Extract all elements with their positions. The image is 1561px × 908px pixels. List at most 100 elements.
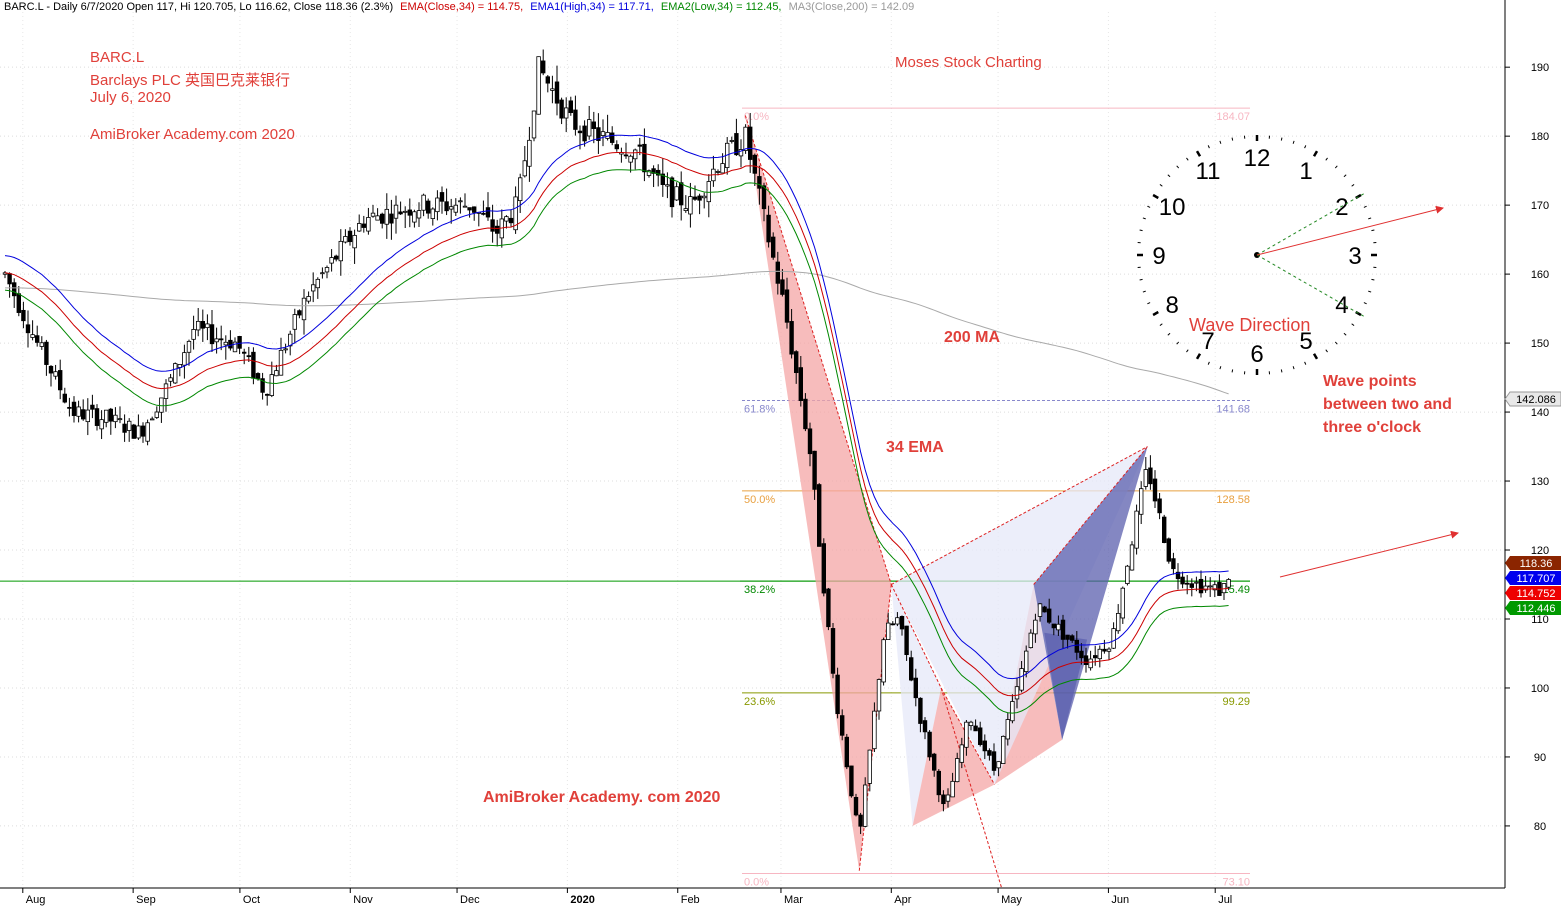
candle-down — [44, 341, 49, 365]
clock-tick — [1142, 290, 1146, 293]
candle-up — [99, 419, 104, 430]
clock-hand-4 — [1256, 254, 1366, 318]
candle-down — [642, 143, 647, 173]
candle-up — [448, 206, 454, 210]
candle-up — [30, 334, 35, 338]
candles — [2, 49, 1231, 835]
candle-down — [200, 321, 205, 329]
candle-down — [379, 213, 385, 224]
candle-down — [11, 282, 17, 297]
candle-up — [1134, 510, 1139, 549]
clock-tick — [1231, 137, 1234, 141]
wave-direction-label: Wave Direction — [1189, 315, 1311, 335]
candle-down — [1083, 655, 1089, 666]
fib-pct-label: 0.0% — [744, 111, 769, 123]
candle-up — [706, 181, 711, 203]
candle-down — [697, 195, 702, 201]
wave-points-line-1: Wave points — [1323, 373, 1417, 390]
clock-tick — [1280, 369, 1283, 373]
candle-down — [766, 214, 771, 243]
candle-down — [748, 126, 753, 160]
candle-up — [955, 758, 960, 783]
candle-up — [306, 296, 311, 302]
candle-down — [81, 409, 86, 420]
y-tick-label: 150 — [1531, 338, 1549, 350]
candle-down — [757, 176, 762, 189]
candle-down — [794, 351, 799, 374]
clock-tick — [1207, 145, 1210, 149]
candle-down — [131, 424, 136, 439]
pattern-leg — [744, 115, 892, 585]
candle-up — [1139, 488, 1144, 515]
candle-down — [982, 740, 987, 752]
candle-down — [927, 731, 932, 758]
candle-up — [950, 780, 955, 798]
candle-down — [1102, 648, 1107, 652]
candle-down — [817, 484, 822, 547]
candle-down — [545, 76, 550, 84]
candle-down — [494, 225, 500, 234]
clock-tick — [1219, 140, 1222, 144]
clock-tick — [1368, 290, 1372, 293]
clock-tick — [1219, 366, 1222, 370]
candle-down — [692, 196, 698, 200]
candle-down — [1051, 623, 1056, 629]
candle-up — [458, 200, 463, 203]
clock-tick — [1292, 366, 1295, 370]
candle-down — [904, 625, 909, 656]
candle-down — [596, 127, 601, 141]
candle-down — [637, 144, 642, 147]
x-tick-label: Aug — [26, 894, 46, 906]
clock-tick — [1176, 341, 1180, 345]
x-tick-label: Dec — [460, 894, 480, 906]
candle-up — [412, 211, 417, 223]
x-tick-label: Oct — [243, 894, 260, 906]
fib-pct-label: 50.0% — [744, 494, 775, 506]
candle-down — [991, 751, 997, 771]
x-tick-label: Nov — [353, 894, 373, 906]
candle-down — [830, 628, 836, 674]
clock-tick — [1159, 184, 1163, 187]
candle-up — [274, 370, 279, 377]
price-label-text: 112.446 — [1517, 603, 1556, 615]
candle-down — [237, 336, 242, 349]
candle-up — [168, 377, 173, 382]
candle-down — [821, 543, 826, 594]
candle-up — [375, 215, 380, 221]
candle-up — [996, 761, 1001, 769]
candle-up — [527, 139, 532, 167]
candle-up — [531, 110, 537, 139]
clock-tick — [1292, 140, 1295, 144]
candle-up — [315, 278, 320, 289]
brand-label: Moses Stock Charting — [895, 54, 1042, 71]
candle-down — [614, 144, 619, 150]
clock-number: 6 — [1250, 341, 1263, 368]
candle-up — [163, 383, 169, 399]
candle-up — [1014, 686, 1020, 700]
candle-down — [297, 310, 302, 316]
candle-up — [182, 352, 187, 366]
clock-number: 10 — [1159, 194, 1186, 221]
candle-up — [1056, 623, 1061, 631]
candle-down — [1157, 498, 1162, 514]
clock-tick — [1351, 323, 1355, 326]
date-label: July 6, 2020 — [90, 89, 171, 106]
clock-tick — [1195, 150, 1202, 157]
candle-up — [310, 284, 316, 292]
direction-arrows — [1256, 205, 1459, 578]
y-tick-label: 190 — [1531, 62, 1549, 74]
clock-tick — [1351, 184, 1355, 187]
candle-down — [826, 588, 831, 628]
price-label-box — [1505, 571, 1561, 585]
clock-tick — [1363, 302, 1367, 305]
candle-down — [559, 99, 564, 119]
candle-up — [945, 794, 951, 802]
candle-up — [283, 348, 288, 351]
candle-up — [366, 217, 371, 232]
wave-points-line-3: three o'clock — [1323, 419, 1422, 436]
y-tick-label: 110 — [1531, 614, 1549, 626]
price-label-text: 142.086 — [1516, 394, 1556, 406]
candle-up — [964, 721, 969, 748]
candle-down — [62, 393, 67, 403]
candle-up — [1001, 735, 1006, 764]
